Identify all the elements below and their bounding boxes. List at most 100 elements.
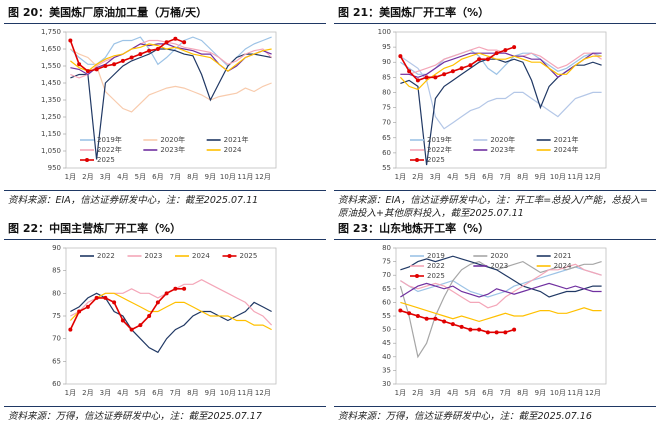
series-marker	[94, 67, 99, 72]
series-marker	[512, 327, 517, 332]
series-marker	[485, 330, 490, 335]
plot-frame	[395, 31, 607, 169]
x-tick-label: 11月	[237, 173, 253, 181]
series-marker	[68, 38, 73, 43]
series-marker	[468, 327, 473, 332]
series-marker	[147, 48, 152, 53]
series-line	[70, 43, 272, 72]
x-tick-label: 9月	[535, 173, 546, 181]
series-marker	[77, 309, 82, 314]
x-tick-label: 5月	[135, 389, 146, 397]
chart-panel: 图 23：山东地炼开工率（%） 30 35 40 45 50 55 60 65 70 75 80 1月 2…	[334, 218, 656, 426]
x-tick-label: 8月	[517, 173, 528, 181]
x-tick-label: 4月	[117, 389, 128, 397]
x-tick-label: 11月	[567, 389, 583, 397]
x-tick-label: 6月	[152, 389, 163, 397]
y-tick-label: 75	[382, 258, 391, 266]
legend-label: 2024	[192, 252, 210, 260]
x-tick-label: 10月	[220, 173, 236, 181]
y-tick-label: 1,550	[41, 62, 61, 70]
x-tick-label: 2月	[412, 389, 423, 397]
series-marker	[415, 314, 420, 318]
series-marker	[477, 327, 482, 332]
series-marker	[164, 291, 169, 296]
chart-panel: 图 21：美国炼厂开工率（%） 55 60 65 70 75 80 85 90 95 100 1月 2月…	[334, 2, 656, 223]
series-marker	[182, 286, 187, 291]
x-tick-label: 8月	[187, 173, 198, 181]
y-tick-label: 50	[382, 326, 391, 334]
series-line	[400, 263, 602, 309]
series-marker	[450, 322, 455, 327]
series-line	[70, 48, 272, 113]
y-tick-label: 85	[52, 267, 61, 275]
series-marker	[398, 54, 403, 59]
legend-label: 2021	[554, 252, 572, 260]
legend-label: 2024	[224, 146, 242, 154]
y-tick-label: 75	[52, 312, 61, 320]
legend-label: 2022	[97, 252, 115, 260]
source-note: 资料来源：EIA，信达证券研发中心，注：开工率=总投入/产能，总投入=原油投入+…	[334, 190, 656, 223]
x-tick-label: 4月	[447, 389, 458, 397]
source-note: 资料来源：EIA，信达证券研发中心，注：截至2025.07.11	[4, 190, 326, 210]
x-tick-label: 12月	[585, 173, 601, 181]
series-line	[400, 255, 602, 298]
legend-marker	[227, 254, 232, 258]
x-tick-label: 1月	[65, 389, 76, 397]
x-tick-label: 5月	[135, 173, 146, 181]
y-tick-label: 1,250	[41, 113, 61, 121]
series-marker	[398, 308, 403, 313]
legend-label: 2021年	[554, 135, 579, 144]
x-tick-label: 4月	[447, 173, 458, 181]
series-marker	[503, 330, 508, 335]
series-marker	[173, 36, 178, 41]
x-tick-label: 3月	[430, 389, 441, 397]
series-marker	[494, 51, 499, 56]
legend-marker	[415, 158, 419, 162]
y-tick-label: 90	[382, 58, 391, 66]
legend-label: 2019	[427, 252, 445, 260]
series-marker	[120, 318, 125, 323]
y-tick-label: 1,150	[41, 130, 61, 138]
x-tick-label: 4月	[117, 173, 128, 181]
x-tick-label: 12月	[255, 173, 271, 181]
y-tick-label: 80	[382, 88, 391, 96]
legend-label: 2020年	[490, 135, 515, 144]
y-tick-label: 1,750	[41, 28, 61, 36]
x-tick-label: 5月	[465, 389, 476, 397]
x-tick-label: 1月	[395, 389, 406, 397]
legend-label: 2024年	[554, 145, 579, 154]
y-tick-label: 45	[382, 339, 391, 347]
series-line	[69, 36, 272, 67]
y-tick-label: 40	[382, 353, 391, 361]
x-tick-label: 12月	[585, 389, 601, 397]
series-marker	[442, 72, 447, 77]
chart: 30 35 40 45 50 55 60 65 70 75 80 1月 2月 3月 4月 5月 6月 7月 8月 9月…	[382, 244, 607, 397]
x-tick-label: 11月	[567, 173, 583, 181]
series-marker	[138, 323, 143, 328]
series-marker	[173, 286, 178, 291]
series-marker	[129, 55, 134, 60]
legend-label: 2020	[490, 252, 508, 260]
series-line	[399, 260, 602, 359]
series-marker	[85, 69, 90, 74]
series-marker	[494, 330, 499, 335]
legend-label: 2025	[427, 156, 445, 164]
y-tick-label: 90	[52, 244, 61, 252]
x-tick-label: 3月	[430, 173, 441, 181]
y-tick-label: 1,350	[41, 96, 61, 104]
series-marker	[68, 327, 73, 332]
legend-label: 2022年	[427, 145, 452, 154]
series-marker	[407, 69, 412, 74]
series-marker	[147, 314, 152, 318]
x-tick-label: 6月	[152, 173, 163, 181]
legend-label: 2019年	[97, 135, 122, 144]
y-tick-label: 70	[52, 335, 61, 343]
series-line	[400, 301, 602, 323]
series-marker	[164, 40, 169, 45]
series-marker	[485, 57, 490, 62]
legend-marker	[85, 158, 89, 162]
series-line	[70, 279, 273, 326]
series-line	[400, 282, 602, 298]
series-marker	[120, 58, 125, 63]
